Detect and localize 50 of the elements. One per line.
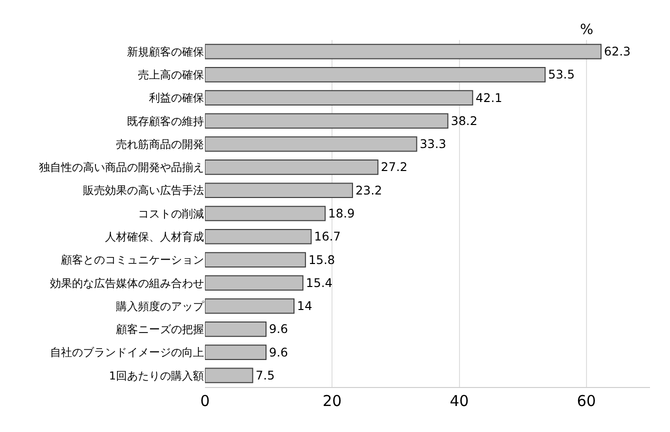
y-tick-label: 人材確保、人材育成 (105, 230, 204, 244)
bar (205, 344, 267, 360)
data-label: 62.3 (604, 44, 631, 59)
bar (205, 113, 448, 129)
data-label: 7.5 (256, 368, 275, 382)
data-label: 15.8 (308, 252, 336, 267)
y-tick-label: 販売効果の高い広告手法 (83, 184, 204, 198)
x-tick-label: 40 (450, 392, 469, 410)
y-tick-label: 効果的な広告媒体の組み合わせ (50, 276, 204, 290)
bar (205, 90, 474, 106)
bar (205, 322, 267, 337)
data-label: 14 (297, 299, 312, 314)
x-tick-label: 20 (322, 392, 342, 410)
y-tick-label: 購入頻度のアップ (116, 300, 205, 313)
data-label: 23.2 (356, 183, 382, 198)
data-label: 33.3 (420, 137, 446, 152)
data-label: 18.9 (328, 206, 355, 220)
bar (205, 228, 312, 244)
bar (205, 67, 546, 82)
bar (205, 275, 304, 291)
data-label: 9.6 (269, 345, 288, 360)
y-tick-label: 顧客とのコミュニケーション (61, 254, 204, 267)
bar (205, 182, 353, 198)
bar (205, 44, 602, 60)
data-label: 42.1 (476, 90, 502, 105)
y-tick-label: 自社のブランドイメージの向上 (50, 346, 204, 360)
x-axis-title: % (580, 22, 594, 38)
bar (205, 206, 326, 222)
bar (205, 252, 306, 268)
y-tick-label: 既存顧客の維持 (127, 114, 204, 128)
y-tick-label: 売れ筋商品の開発 (116, 138, 204, 151)
y-tick-label: 顧客ニーズの把握 (116, 323, 204, 336)
bar (205, 136, 418, 152)
x-tick-label: 0 (200, 392, 210, 410)
data-label: 27.2 (380, 160, 408, 174)
y-tick-label: 売上高の確保 (138, 68, 204, 82)
bar (205, 160, 378, 175)
y-tick-label: 独自性の高い商品の開発や品揃え (39, 161, 204, 174)
data-label: 9.6 (269, 322, 288, 336)
data-label: 15.4 (306, 276, 333, 290)
bar (205, 298, 294, 314)
x-tick-label: 60 (576, 392, 596, 410)
bar (205, 368, 254, 384)
data-label: 53.5 (548, 68, 575, 82)
y-tick-label: 利益の確保 (149, 92, 204, 105)
y-tick-label: 新規顧客の確保 (127, 45, 204, 58)
data-label: 38.2 (450, 114, 478, 128)
data-label: 16.7 (314, 230, 341, 244)
y-tick-label: コストの削減 (138, 207, 204, 220)
y-tick-label: 1回あたりの購入額 (109, 369, 204, 382)
